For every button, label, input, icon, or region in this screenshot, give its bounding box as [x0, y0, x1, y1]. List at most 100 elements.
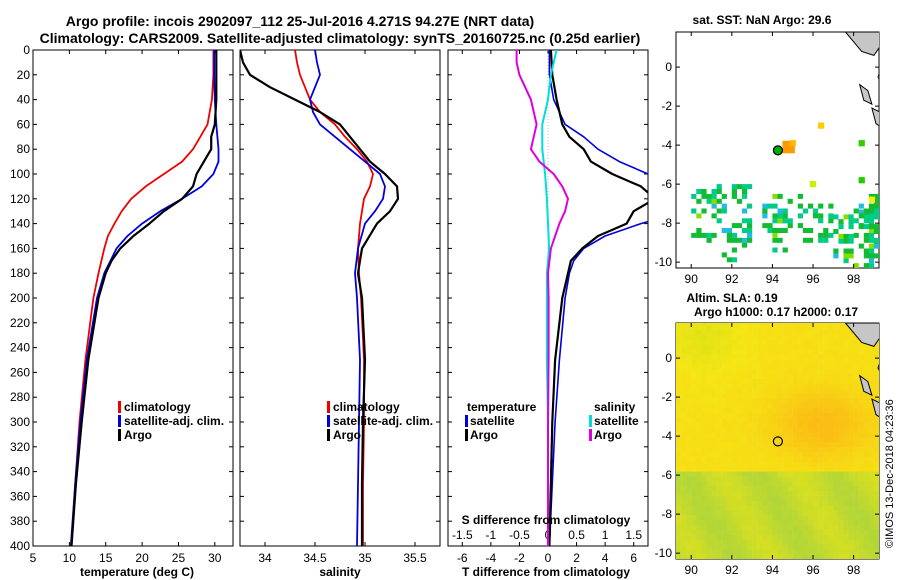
sla-cell — [772, 485, 778, 492]
sla-cell — [808, 476, 814, 482]
sla-cell — [762, 437, 768, 443]
sla-cell — [701, 407, 707, 413]
sla-cell — [802, 407, 809, 413]
sla-cell — [823, 461, 829, 467]
sla-cell — [787, 520, 793, 526]
sst-cell — [747, 203, 753, 209]
sla-cell — [696, 510, 702, 516]
sla-cell — [731, 515, 738, 521]
sla-cell — [691, 368, 697, 374]
sla-cell — [828, 323, 834, 326]
sla-cell — [828, 461, 834, 467]
sla-cell — [742, 349, 748, 355]
sla-cell — [736, 442, 743, 448]
sla-cell — [711, 432, 717, 438]
sla-cell — [742, 524, 748, 531]
sst-cell — [838, 233, 844, 239]
depth-tick-label: 220 — [10, 316, 30, 330]
map-lat-tick-label: -10 — [655, 255, 673, 269]
sla-cell — [777, 485, 783, 492]
sla-cell — [772, 388, 778, 394]
sla-cell — [731, 451, 738, 457]
sla-cell — [706, 359, 712, 365]
sla-cell — [863, 476, 870, 482]
sla-cell — [863, 534, 870, 540]
sla-cell — [787, 329, 793, 335]
sla-cell — [787, 344, 793, 350]
sst-cell — [721, 208, 727, 214]
sla-cell — [863, 422, 870, 428]
sla-cell — [808, 539, 814, 545]
sla-cell — [711, 524, 717, 531]
sla-cell — [797, 451, 804, 457]
sst-cell — [742, 208, 748, 214]
sst-cell — [848, 224, 854, 230]
sla-cell — [676, 505, 682, 511]
sla-cell — [833, 539, 839, 545]
sla-cell — [777, 354, 783, 360]
sla-cell — [686, 539, 692, 545]
sla-cell — [808, 354, 814, 360]
sla-cell — [802, 476, 809, 482]
sla-cell — [757, 495, 763, 501]
depth-tick-label: 260 — [10, 365, 30, 379]
sla-cell — [767, 451, 773, 457]
sla-cell — [873, 554, 879, 559]
sla-cell — [742, 398, 748, 404]
sla-cell — [686, 432, 692, 438]
sla-cell — [706, 451, 712, 457]
sla-cell — [787, 339, 793, 345]
sla-cell — [772, 437, 778, 443]
sst-cell — [853, 263, 859, 268]
sla-cell — [802, 339, 809, 345]
sla-cell — [681, 329, 687, 335]
sla-cell — [706, 373, 712, 379]
sla-cell — [706, 427, 712, 433]
sla-cell — [853, 490, 859, 496]
sla-cell — [797, 364, 804, 370]
sla-cell — [777, 325, 783, 331]
sla-cell — [767, 412, 773, 418]
sst-cell — [833, 214, 839, 220]
sla-cell — [818, 442, 824, 448]
sla-cell — [787, 442, 793, 448]
sla-cell — [757, 456, 763, 462]
sla-cell — [747, 515, 753, 521]
sla-cell — [701, 456, 707, 462]
sla-cell — [686, 354, 692, 360]
sla-cell — [716, 368, 722, 374]
sla-cell — [721, 456, 727, 462]
sst-heatmap-cells — [691, 122, 879, 268]
sla-cell — [802, 323, 809, 326]
sla-cell — [787, 323, 793, 326]
sla-cell — [696, 461, 702, 467]
sla-cell — [731, 495, 738, 501]
sla-cell — [792, 383, 798, 389]
sla-cell — [742, 329, 748, 335]
sla-cell — [711, 437, 717, 443]
sla-cell — [843, 539, 849, 545]
difference-series — [515, 50, 648, 546]
temperature-series — [69, 50, 220, 546]
sla-cell — [747, 534, 753, 540]
sst-cell — [762, 208, 768, 214]
sla-cell — [838, 383, 844, 389]
sla-cell — [726, 383, 733, 389]
sla-cell — [711, 461, 717, 467]
sla-cell — [742, 529, 748, 535]
sla-cell — [721, 329, 727, 335]
sla-cell — [808, 383, 814, 389]
sst-cell — [726, 228, 732, 233]
sla-cell — [863, 398, 870, 404]
sla-cell — [868, 407, 875, 413]
sla-cell — [863, 529, 870, 535]
sst-cell — [863, 263, 869, 268]
depth-tick-label: 300 — [10, 415, 30, 429]
sla-cell — [701, 524, 707, 531]
sla-cell — [772, 323, 778, 326]
sla-cell — [721, 500, 727, 506]
sla-cell — [681, 412, 687, 418]
sla-cell — [701, 476, 707, 482]
sla-cell — [873, 505, 879, 511]
sla-cell — [676, 432, 682, 438]
